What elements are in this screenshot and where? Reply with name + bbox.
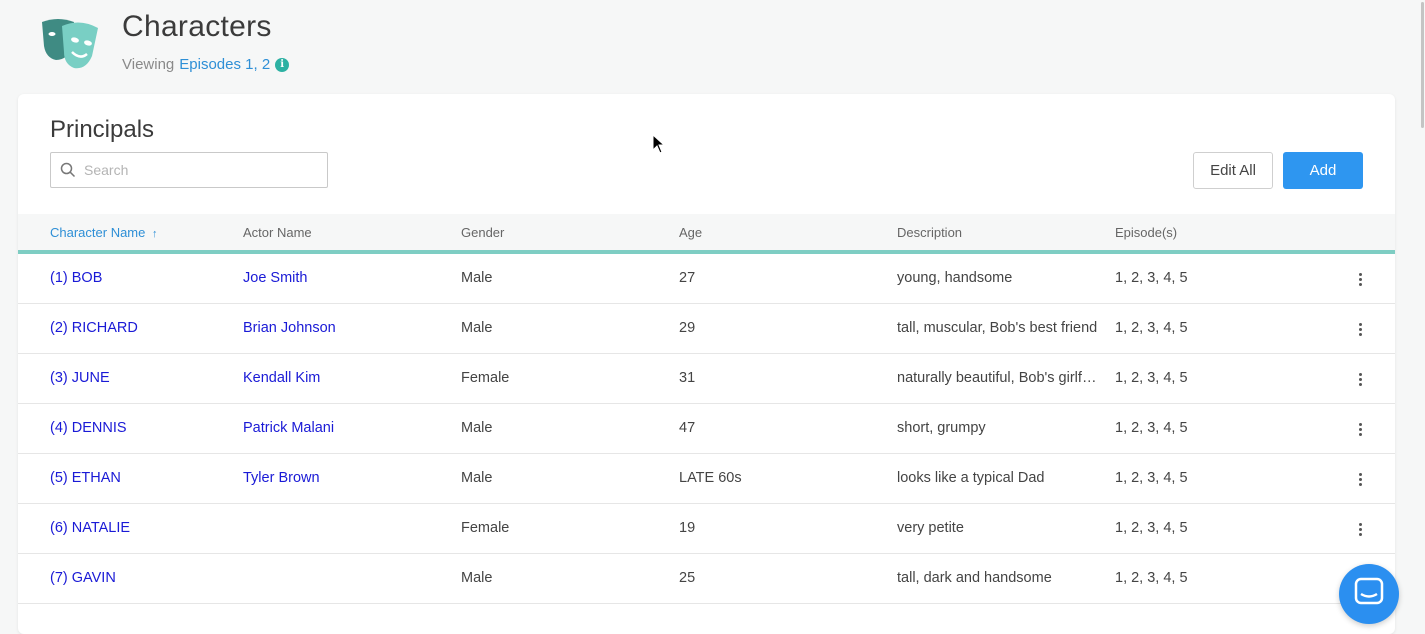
episodes-cell: 1, 2, 3, 4, 5 [1115, 420, 1188, 436]
description-cell: naturally beautiful, Bob's girlfriend [897, 370, 1101, 386]
search-input[interactable] [82, 161, 316, 179]
column-header-description[interactable]: Description [897, 225, 963, 240]
age-cell: 27 [679, 270, 696, 286]
age-cell: 25 [679, 570, 696, 586]
column-header-character-name[interactable]: Character Name ↑ [50, 225, 158, 240]
row-menu-icon[interactable] [1351, 269, 1369, 289]
search-box[interactable] [50, 152, 328, 188]
description-cell: tall, muscular, Bob's best friend [897, 320, 1098, 336]
gender-cell: Female [461, 370, 510, 386]
chat-launcher-button[interactable] [1339, 564, 1399, 624]
age-cell: 19 [679, 520, 696, 536]
row-menu-icon[interactable] [1351, 469, 1369, 489]
actor-name-link[interactable]: Joe Smith [243, 270, 308, 286]
description-cell: very petite [897, 520, 964, 536]
row-menu-icon[interactable] [1351, 369, 1369, 389]
age-cell: 29 [679, 320, 696, 336]
actor-name-link[interactable]: Tyler Brown [243, 470, 320, 486]
column-header-gender[interactable]: Gender [461, 225, 505, 240]
viewing-label: Viewing [122, 56, 175, 73]
character-name-link[interactable]: (5) ETHAN [50, 470, 121, 486]
episodes-link[interactable]: Episodes 1, 2 [179, 56, 271, 73]
gender-cell: Male [461, 270, 493, 286]
gender-cell: Male [461, 420, 493, 436]
column-header-actor-name[interactable]: Actor Name [243, 225, 312, 240]
episodes-cell: 1, 2, 3, 4, 5 [1115, 470, 1188, 486]
page-scrollbar[interactable] [1419, 0, 1425, 616]
actor-name-link[interactable]: Brian Johnson [243, 320, 336, 336]
episodes-cell: 1, 2, 3, 4, 5 [1115, 320, 1188, 336]
gender-cell: Male [461, 320, 493, 336]
row-menu-icon[interactable] [1351, 419, 1369, 439]
column-header-label: Character Name [50, 225, 146, 240]
episodes-cell: 1, 2, 3, 4, 5 [1115, 370, 1188, 386]
column-header-age[interactable]: Age [679, 225, 703, 240]
page-title: Characters [122, 10, 272, 43]
mouse-cursor-icon [652, 134, 666, 154]
character-name-link[interactable]: (4) DENNIS [50, 420, 127, 436]
section-title: Principals [50, 116, 155, 143]
character-name-link[interactable]: (7) GAVIN [50, 570, 116, 586]
row-menu-icon[interactable] [1351, 319, 1369, 339]
table-row: (3) JUNE Kendall Kim Female 31 naturally… [18, 354, 1395, 404]
sort-arrow-icon: ↑ [152, 228, 158, 240]
scrollbar-thumb[interactable] [1421, 2, 1424, 128]
info-icon[interactable]: i [275, 57, 290, 72]
character-name-link[interactable]: (6) NATALIE [50, 520, 131, 536]
actor-name-link[interactable]: Patrick Malani [243, 420, 335, 436]
episodes-cell: 1, 2, 3, 4, 5 [1115, 270, 1188, 286]
age-cell: 47 [679, 420, 696, 436]
chat-bubble-icon [1354, 577, 1384, 605]
table-row: (1) BOB Joe Smith Male 27 young, handsom… [18, 254, 1395, 304]
age-cell: 31 [679, 370, 696, 386]
table-row: (7) GAVIN Male 25 tall, dark and handsom… [18, 554, 1395, 604]
gender-cell: Male [461, 470, 493, 486]
actor-name-link[interactable]: Kendall Kim [243, 370, 321, 386]
principals-card: Principals Edit All Add Character Name ↑… [18, 94, 1395, 634]
episodes-cell: 1, 2, 3, 4, 5 [1115, 520, 1188, 536]
gender-cell: Male [461, 570, 493, 586]
column-header-episodes[interactable]: Episode(s) [1115, 225, 1178, 240]
table-header: Character Name ↑ Actor Name Gender Age D… [18, 214, 1395, 254]
table-row: (5) ETHAN Tyler Brown Male LATE 60s look… [18, 454, 1395, 504]
theater-masks-icon [40, 16, 100, 72]
table-row: (4) DENNIS Patrick Malani Male 47 short,… [18, 404, 1395, 454]
character-name-link[interactable]: (3) JUNE [50, 370, 110, 386]
description-cell: tall, dark and handsome [897, 570, 1052, 586]
row-menu-icon[interactable] [1351, 519, 1369, 539]
viewing-subtitle: Viewing Episodes 1, 2 i [122, 56, 290, 73]
episodes-cell: 1, 2, 3, 4, 5 [1115, 570, 1188, 586]
age-cell: LATE 60s [679, 470, 742, 486]
description-cell: young, handsome [897, 270, 1013, 286]
character-name-link[interactable]: (1) BOB [50, 270, 103, 286]
table-row: (6) NATALIE Female 19 very petite 1, 2, … [18, 504, 1395, 554]
description-cell: short, grumpy [897, 420, 986, 436]
character-name-link[interactable]: (2) RICHARD [50, 320, 138, 336]
add-button[interactable]: Add [1283, 152, 1363, 189]
gender-cell: Female [461, 520, 510, 536]
table-body: (1) BOB Joe Smith Male 27 young, handsom… [18, 254, 1395, 604]
table-row: (2) RICHARD Brian Johnson Male 29 tall, … [18, 304, 1395, 354]
search-icon [60, 162, 76, 178]
description-cell: looks like a typical Dad [897, 470, 1045, 486]
edit-all-button[interactable]: Edit All [1193, 152, 1273, 189]
